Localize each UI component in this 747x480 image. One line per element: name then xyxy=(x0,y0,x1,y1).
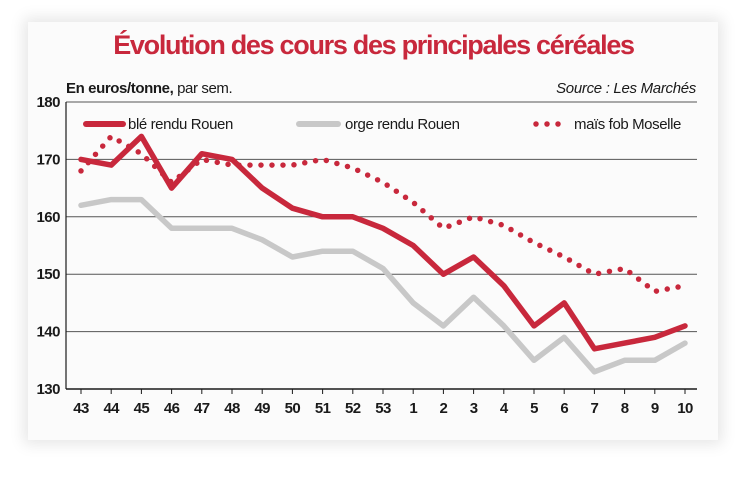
x-tick-label: 5 xyxy=(530,400,538,417)
chart-title: Évolution des cours des principales céré… xyxy=(113,30,635,60)
x-tick-label: 51 xyxy=(315,400,331,417)
source-label: Source : Les Marchés xyxy=(556,80,696,97)
series-layer xyxy=(78,133,688,375)
x-tick-label: 43 xyxy=(73,400,89,417)
x-tick-label: 44 xyxy=(103,400,120,417)
x-tick-label: 46 xyxy=(164,400,180,417)
y-axis: 130 140 150 160 170 180 xyxy=(36,94,67,398)
x-tick-label: 49 xyxy=(254,400,270,417)
y-tick-label: 140 xyxy=(36,324,60,341)
x-axis: 43 44 45 46 47 48 49 50 51 52 53 1 2 3 4 5 6 7 8 9 10 xyxy=(66,388,697,417)
legend: blé rendu Rouen orge rendu Rouen maïs fob … xyxy=(83,116,681,133)
x-tick-label: 52 xyxy=(345,400,361,417)
x-tick-label: 53 xyxy=(375,400,391,417)
x-tick-label: 7 xyxy=(591,400,599,417)
y-tick-label: 180 xyxy=(36,94,60,111)
y-tick-label: 150 xyxy=(36,266,60,283)
series-line-orge xyxy=(78,196,688,375)
unit-label: En euros/tonne, par sem. xyxy=(66,80,233,97)
x-tick-label: 48 xyxy=(224,400,240,417)
legend-item-ble: blé rendu Rouen xyxy=(83,116,233,133)
y-tick-label: 160 xyxy=(36,209,60,226)
legend-label: blé rendu Rouen xyxy=(128,116,233,133)
x-tick-label: 9 xyxy=(651,400,659,417)
series-line-ble xyxy=(78,133,688,352)
x-tick-label: 6 xyxy=(560,400,568,417)
y-tick-label: 170 xyxy=(36,151,60,168)
x-tick-label: 1 xyxy=(409,400,417,417)
y-tick-label: 130 xyxy=(36,381,60,398)
unit-label-bold: En euros/tonne, xyxy=(66,80,174,97)
x-tick-label: 10 xyxy=(677,400,693,417)
x-tick-label: 3 xyxy=(470,400,478,417)
legend-item-mais: maïs fob Moselle xyxy=(533,116,681,133)
legend-label: orge rendu Rouen xyxy=(345,116,460,133)
x-tick-label: 2 xyxy=(440,400,448,417)
x-tick-label: 50 xyxy=(285,400,301,417)
unit-label-rest: par sem. xyxy=(173,80,233,97)
x-tick-label: 8 xyxy=(621,400,629,417)
grid xyxy=(66,101,697,333)
x-tick-label: 47 xyxy=(194,400,210,417)
legend-label: maïs fob Moselle xyxy=(574,116,681,133)
x-tick-label: 4 xyxy=(500,400,509,417)
legend-item-orge: orge rendu Rouen xyxy=(296,116,460,133)
x-tick-label: 45 xyxy=(134,400,150,417)
